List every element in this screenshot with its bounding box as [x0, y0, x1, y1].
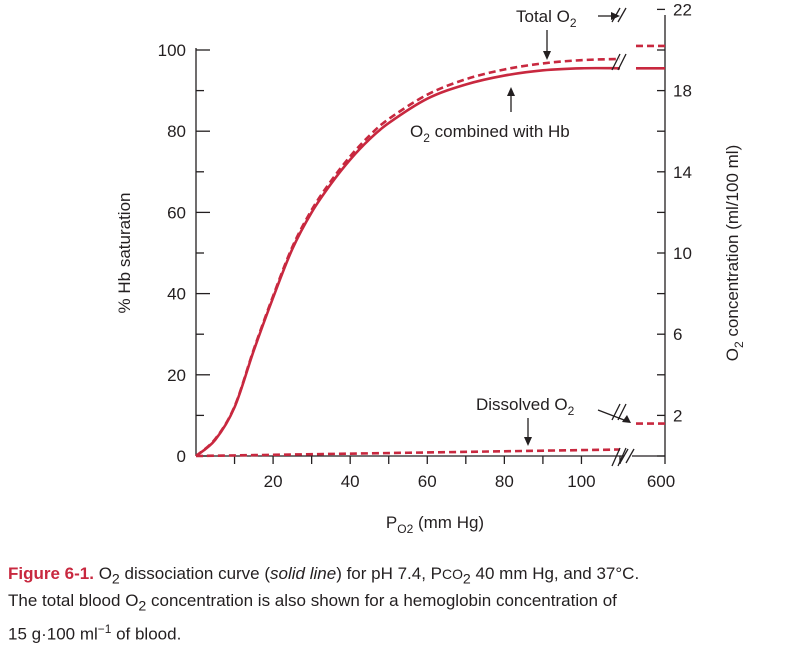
- x-tick-label: 80: [495, 472, 514, 491]
- y-left-tick-label: 0: [177, 447, 186, 466]
- caption-line2-a: The total blood O: [8, 591, 139, 611]
- y-right-tick-label: 6: [673, 325, 682, 344]
- annotation-arrow-line: [597, 409, 625, 421]
- y-left-tick-label: 100: [158, 41, 186, 60]
- y-right-tick-label: 10: [673, 244, 692, 263]
- y-right-tick-label: 2: [673, 406, 682, 425]
- figure-caption: Figure 6-1. O2 dissociation curve (solid…: [8, 563, 808, 645]
- annotation-total-o2: Total O2: [516, 7, 577, 30]
- curve-break-mark: [617, 447, 627, 467]
- y-left-tick-label: 60: [167, 203, 186, 222]
- caption-text-3: ) for pH 7.4, P: [336, 564, 443, 583]
- x-axis-break-mark-1: [619, 448, 629, 464]
- y-right-tick-label: 14: [673, 163, 692, 182]
- x-axis-title: PO2 (mm Hg): [386, 513, 484, 536]
- caption-line3-b: of blood.: [111, 624, 182, 644]
- caption-text-1: O: [93, 564, 112, 583]
- annotation-dissolved-o2: Dissolved O2: [476, 395, 575, 418]
- series-line-1: [195, 57, 621, 457]
- caption-line2-b: concentration is also shown for a hemogl…: [146, 591, 617, 611]
- caption-smallcaps: CO: [442, 566, 463, 582]
- chart-axes: 0 20 40 60 80 100 20 40 60 80 100 600 2 6 10 14 18 22: [158, 0, 692, 491]
- curve-break-mark: [617, 403, 627, 421]
- x-tick-label: 20: [264, 472, 283, 491]
- caption-sub-2: 2: [462, 571, 471, 588]
- y-right-tick-label: 18: [673, 82, 692, 101]
- caption-line3-a: 15 g·100 ml: [8, 624, 98, 644]
- series-line-2: [195, 448, 621, 458]
- x-axis-break-mark-2: [625, 448, 635, 464]
- curve-break-mark: [611, 403, 621, 421]
- caption-sub-3: 2: [138, 598, 147, 615]
- curve-break-mark: [617, 7, 627, 23]
- curve-break-mark: [611, 53, 621, 71]
- y-right-axis-title: O2 concentration (ml/100 ml): [723, 145, 746, 361]
- curve-break-mark: [617, 53, 627, 71]
- annotation-arrowhead: [622, 415, 631, 423]
- curve-break-mark: [611, 447, 621, 467]
- x-tick-label: 100: [567, 472, 595, 491]
- annotation-o2-combined: O2 combined with Hb: [410, 122, 570, 145]
- y-left-axis-title: % Hb saturation: [115, 193, 134, 314]
- caption-text-4: 40 mm Hg, and 37°C.: [470, 564, 640, 583]
- annotation-arrowhead: [507, 87, 515, 96]
- annotation-arrowhead: [524, 437, 532, 446]
- y-right-tick-label: 22: [673, 0, 692, 19]
- annotation-arrowhead: [611, 12, 620, 20]
- figure-label: Figure 6-1.: [8, 564, 94, 583]
- caption-sup: −1: [97, 621, 112, 636]
- caption-text-2: dissociation curve (: [119, 564, 271, 583]
- x-tick-label: 40: [341, 472, 360, 491]
- x-tick-label: 60: [418, 472, 437, 491]
- caption-emphasis: solid line: [270, 564, 337, 583]
- chart-labels: % Hb saturation O2 concentration (ml/100 …: [115, 7, 746, 536]
- y-left-tick-label: 20: [167, 366, 186, 385]
- annotation-arrowhead: [543, 51, 551, 60]
- x-tick-label: 600: [647, 472, 675, 491]
- y-left-tick-label: 40: [167, 285, 186, 304]
- y-left-tick-label: 80: [167, 122, 186, 141]
- chart-series: [195, 7, 665, 467]
- o2-dissociation-chart: 0 20 40 60 80 100 20 40 60 80 100 600 2 6 10 14 18 22 % H…: [115, 0, 746, 536]
- caption-sub-1: 2: [111, 571, 120, 588]
